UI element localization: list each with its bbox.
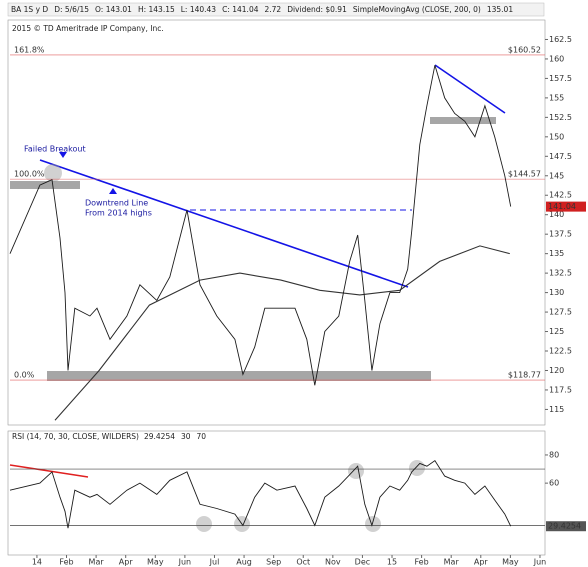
x-tick-label: Mar: [89, 558, 105, 567]
y-tick-label: 157.5: [549, 74, 572, 83]
short-trend-line: [434, 64, 506, 114]
x-tick-label: Dec: [355, 558, 370, 567]
y-tick-label: 80: [549, 450, 559, 459]
y-tick-label: 115: [549, 405, 564, 414]
header-item: BA 1S y D: [11, 5, 48, 14]
x-tick-label: Mar: [444, 558, 460, 567]
fib-value: $118.77: [508, 371, 541, 380]
price-line: [9, 459, 512, 529]
x-tick-label: 14: [32, 558, 42, 567]
x-tick-label: Oct: [296, 558, 310, 567]
header-item: 2.72: [264, 5, 281, 14]
x-tick-label: Aug: [236, 558, 252, 567]
y-tick-label: 117.5: [549, 385, 572, 394]
last-value-tag: [546, 521, 586, 532]
x-tick-label: Apr: [119, 558, 134, 567]
x-tick-label: May: [147, 558, 164, 567]
fib-value: $144.57: [508, 170, 541, 179]
header-item: D: 5/6/15: [54, 5, 89, 14]
last-value-tag: [546, 201, 586, 212]
price-panel: [7, 19, 546, 426]
header-item: O: 143.01: [95, 5, 132, 14]
x-tick-label: Sep: [266, 558, 281, 567]
rsi-header-value: 30: [181, 432, 191, 441]
y-tick-label: 135: [549, 249, 564, 258]
resistance-band: [10, 181, 80, 189]
rsi-title: RSI (14, 70, 30, CLOSE, WILDERS): [12, 432, 139, 441]
source: 2015 © TD Ameritrade IP Company, Inc.: [12, 24, 164, 33]
x-tick-label: 15: [387, 558, 397, 567]
y-tick-label: 150: [549, 132, 564, 141]
annotation: Downtrend Line: [85, 199, 148, 208]
x-tick-label: Feb: [415, 558, 429, 567]
y-tick-label: 122.5: [549, 347, 572, 356]
y-tick-label: 125: [549, 327, 564, 336]
y-tick-label: 130: [549, 288, 564, 297]
rsi-trend-line: [9, 464, 89, 478]
y-tick-label: 155: [549, 93, 564, 102]
y-tick-label: 152.5: [549, 113, 572, 122]
header-item: SimpleMovingAvg (CLOSE, 200, 0): [353, 5, 481, 14]
header-item: Dividend: $0.91: [287, 5, 347, 14]
downtrend-line: [39, 159, 409, 288]
y-tick-label: 120: [549, 366, 564, 375]
highlight: [44, 164, 62, 182]
price-line: [9, 65, 512, 386]
y-tick-label: 60: [549, 479, 559, 488]
support-band: [47, 371, 431, 381]
y-tick-label: 160: [549, 54, 564, 63]
y-tick-label: 145: [549, 171, 564, 180]
y-tick-label: 142.5: [549, 191, 572, 200]
x-tick-label: Nov: [325, 558, 341, 567]
header-bar: [7, 2, 545, 17]
annotation: Failed Breakout: [24, 145, 86, 154]
highlight: [348, 463, 364, 479]
arrow: [109, 188, 117, 194]
y-tick-label: 162.5: [549, 35, 572, 44]
fib-label: 100.0%: [14, 170, 45, 179]
x-tick-label: Jun: [533, 558, 547, 567]
last-value: 141.04: [548, 202, 576, 211]
highlight: [365, 516, 381, 532]
x-tick-label: Apr: [474, 558, 489, 567]
y-tick-label: 127.5: [549, 308, 572, 317]
rsi-header-value: 70: [197, 432, 207, 441]
y-tick-label: 137.5: [549, 230, 572, 239]
rsi-header-value: 29.4254: [144, 432, 175, 441]
fib-value: $160.52: [508, 45, 541, 54]
fib-label: 0.0%: [14, 371, 35, 380]
header-item: C: 141.04: [222, 5, 259, 14]
last-value: 29.4254: [548, 522, 581, 531]
annotation: From 2014 highs: [85, 209, 152, 218]
header-item: 135.01: [487, 5, 513, 14]
x-tick-label: May: [502, 558, 519, 567]
arrow: [59, 152, 67, 158]
y-tick-label: 132.5: [549, 269, 572, 278]
y-tick-label: 140: [549, 210, 564, 219]
moving-average: [54, 245, 510, 421]
header-item: H: 143.15: [138, 5, 175, 14]
highlight: [196, 516, 212, 532]
support-band: [430, 117, 496, 124]
x-tick-label: Jun: [178, 558, 192, 567]
header-item: L: 140.43: [181, 5, 217, 14]
x-tick-label: Feb: [59, 558, 73, 567]
x-tick-label: Jul: [209, 558, 220, 567]
fib-label: 161.8%: [14, 45, 45, 54]
y-tick-label: 147.5: [549, 152, 572, 161]
rsi-panel: [7, 430, 546, 556]
